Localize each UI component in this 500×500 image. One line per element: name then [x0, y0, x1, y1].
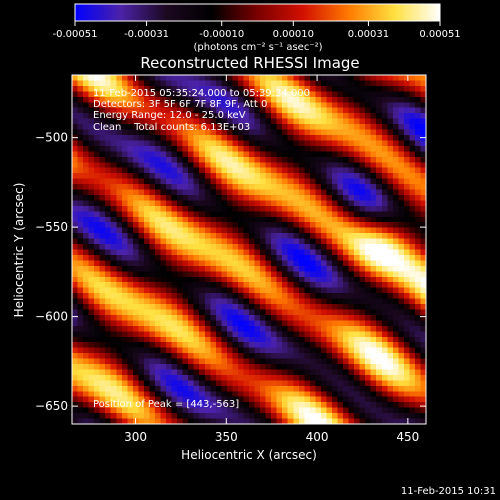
colorbar-tick-label: 0.00010 — [273, 29, 314, 40]
colorbar-ticks: -0.00051 -0.00031 -0.00010 0.00010 0.00031 0.… — [53, 21, 461, 40]
colorbar-unit: (photons cm⁻² s⁻¹ asec⁻²) — [193, 42, 322, 53]
heatmap-image — [72, 75, 426, 424]
x-tick-label: 350 — [215, 430, 238, 444]
colorbar-tick-label: -0.00051 — [53, 29, 98, 40]
colorbar-tick-label: 0.00051 — [419, 29, 460, 40]
annotation-total-counts: Clean Total counts: 6.13E+03 — [93, 122, 250, 133]
y-tick-label: −550 — [35, 220, 68, 234]
colorbar — [74, 3, 441, 22]
colorbar-tick-label: -0.00010 — [199, 29, 244, 40]
x-axis-label: Heliocentric X (arcsec) — [181, 448, 317, 462]
peak-position-label: Position of Peak = [443,-563] — [93, 399, 239, 410]
heatmap-raster — [72, 75, 426, 424]
y-tick-label: −500 — [35, 131, 68, 145]
y-tick-label: −650 — [35, 399, 68, 413]
x-tick-label: 450 — [396, 430, 419, 444]
annotation-energy-range: Energy Range: 12.0 - 25.0 keV — [93, 110, 246, 121]
y-tick-label: −600 — [35, 310, 68, 324]
axis-ticks: 300 350 400 450 −500 −550 −600 −650 — [35, 75, 426, 444]
x-tick-label: 300 — [124, 430, 147, 444]
colorbar-tick-label: 0.00031 — [348, 29, 389, 40]
annotation-time-range: 11-Feb-2015 05:35:24.000 to 05:39:34.000 — [93, 88, 310, 99]
colorbar-tick-label: -0.00031 — [124, 29, 169, 40]
annotation-detectors: Detectors: 3F 5F 6F 7F 8F 9F, Att 0 — [93, 99, 267, 110]
chart-title: Reconstructed RHESSI Image — [140, 54, 359, 72]
footer-timestamp: 11-Feb-2015 10:31 — [401, 486, 496, 497]
plot-frame — [71, 74, 427, 425]
y-axis-label: Heliocentric Y (arcsec) — [12, 183, 26, 318]
x-tick-label: 400 — [306, 430, 329, 444]
